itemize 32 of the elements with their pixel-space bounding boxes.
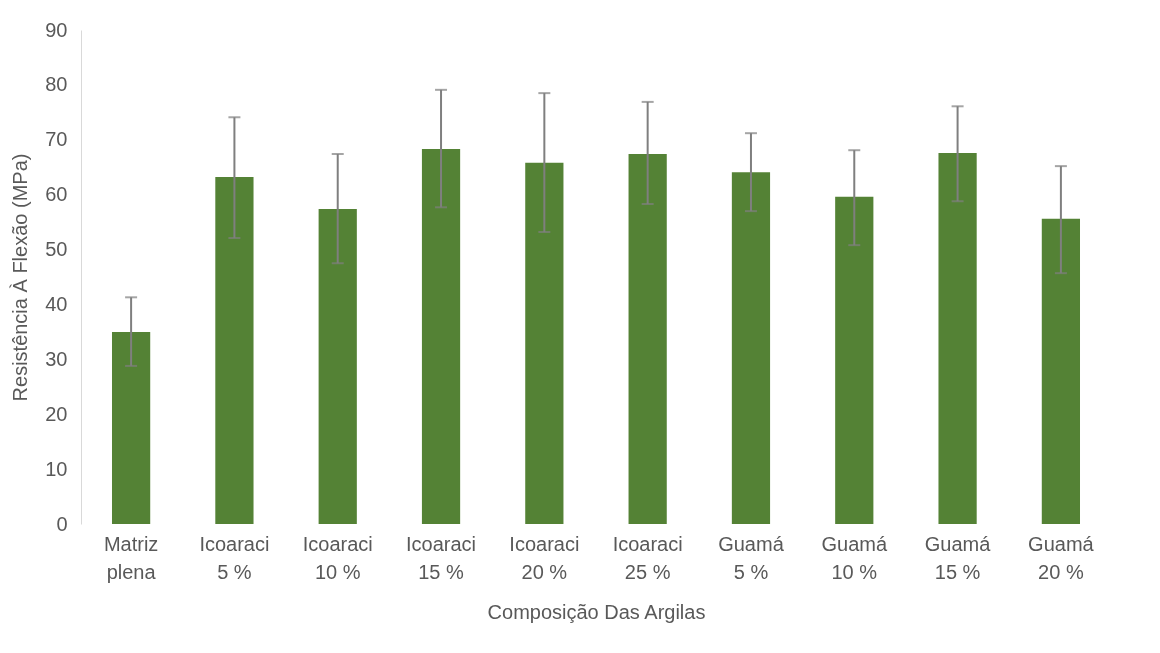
x-tick-label: Icoaraci 5 % xyxy=(199,532,270,583)
x-axis-title: Composição Das Argilas xyxy=(487,600,706,623)
y-tick-label: 20 xyxy=(45,402,68,425)
x-tick-label: Guamá 15 % xyxy=(924,532,992,583)
bar xyxy=(215,177,254,524)
y-axis-title: Resistência À Flexão (MPa) xyxy=(9,153,32,402)
x-tick-label: Icoaraci 10 % xyxy=(302,532,373,583)
y-tick-label: 90 xyxy=(45,18,68,41)
x-tick-label: Icoaraci 20 % xyxy=(509,532,580,583)
y-tick-label: 40 xyxy=(45,292,68,315)
bar xyxy=(421,149,461,524)
x-tick-label: Icoaraci 15 % xyxy=(406,532,477,583)
bar xyxy=(525,162,564,524)
bar xyxy=(111,331,151,524)
y-tick-label: 70 xyxy=(45,128,68,151)
bar xyxy=(938,152,977,524)
x-tick-label: Guamá 10 % xyxy=(821,532,888,583)
y-tick-label: 10 xyxy=(45,457,68,480)
y-tick-label: 80 xyxy=(45,73,68,96)
y-tick-label: 60 xyxy=(45,183,68,206)
bar xyxy=(1041,218,1081,524)
y-tick-label: 30 xyxy=(45,347,68,370)
bar xyxy=(835,196,874,524)
y-tick-label: 50 xyxy=(45,238,68,261)
bar xyxy=(318,208,357,524)
x-tick-label: Guamá 20 % xyxy=(1028,532,1095,583)
x-tick-label: Matriz plena xyxy=(103,532,159,583)
x-tick-label: Icoaraci 25 % xyxy=(612,532,683,583)
bar xyxy=(731,172,771,524)
x-tick-label: Guamá 5 % xyxy=(718,532,785,583)
bar xyxy=(628,154,667,524)
y-tick-label: 0 xyxy=(56,512,68,535)
